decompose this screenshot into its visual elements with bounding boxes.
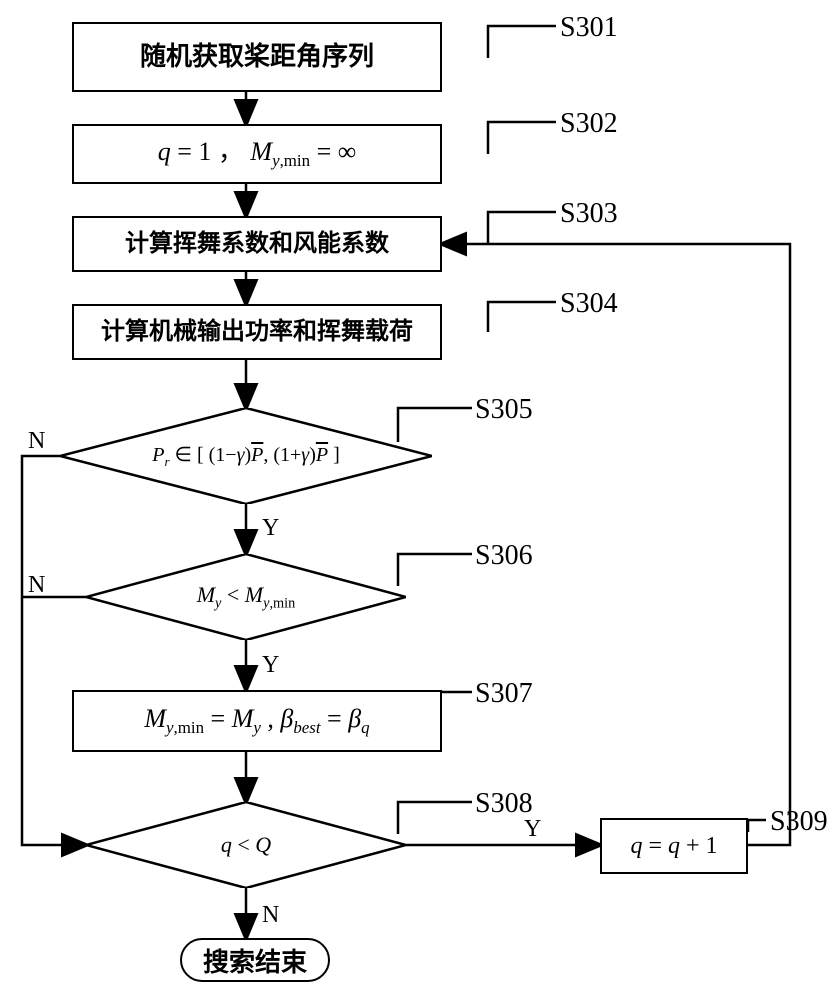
node-s306-text: My < My,min — [197, 582, 296, 612]
node-s302: q = 1 ， My,min = ∞ — [72, 124, 442, 184]
edge-label-s305-n: N — [28, 428, 45, 455]
node-s305: Pr ∈ [ (1−γ)P, (1+γ)P ] — [60, 408, 432, 504]
node-end: 搜索结束 — [180, 938, 330, 982]
edge-label-s306-n: N — [28, 572, 45, 599]
edge-label-s306-y: Y — [262, 652, 279, 679]
node-s309-text: q = q + 1 — [630, 833, 717, 859]
node-s304-text: 计算机械输出功率和挥舞载荷 — [101, 319, 413, 345]
node-s308: q < Q — [86, 802, 406, 888]
node-s301: 随机获取桨距角序列 — [72, 22, 442, 92]
node-s307-text: My,min = My , βbest = βq — [144, 705, 369, 738]
step-label-s301: S301 — [560, 12, 618, 44]
node-s302-text: q = 1 ， My,min = ∞ — [158, 138, 357, 171]
node-s303: 计算挥舞系数和风能系数 — [72, 216, 442, 272]
step-label-s304: S304 — [560, 288, 618, 320]
step-label-s307: S307 — [475, 678, 533, 710]
node-s309: q = q + 1 — [600, 818, 748, 874]
step-label-s309: S309 — [770, 806, 828, 838]
edge-label-s308-y: Y — [524, 816, 541, 843]
node-s306: My < My,min — [86, 554, 406, 640]
edge-label-s308-n: N — [262, 902, 279, 929]
step-label-s305: S305 — [475, 394, 533, 426]
flowchart-canvas: 随机获取桨距角序列 S301 q = 1 ， My,min = ∞ S302 计… — [0, 0, 835, 1000]
node-s307: My,min = My , βbest = βq — [72, 690, 442, 752]
node-s301-text: 随机获取桨距角序列 — [140, 43, 374, 72]
edge-label-s305-y: Y — [262, 515, 279, 542]
node-s303-text: 计算挥舞系数和风能系数 — [125, 231, 389, 257]
step-label-s302: S302 — [560, 108, 618, 140]
step-label-s303: S303 — [560, 198, 618, 230]
node-s304: 计算机械输出功率和挥舞载荷 — [72, 304, 442, 360]
node-s308-text: q < Q — [221, 832, 271, 858]
step-label-s306: S306 — [475, 540, 533, 572]
node-end-text: 搜索结束 — [203, 942, 307, 979]
node-s305-text: Pr ∈ [ (1−γ)P, (1+γ)P ] — [152, 442, 340, 470]
